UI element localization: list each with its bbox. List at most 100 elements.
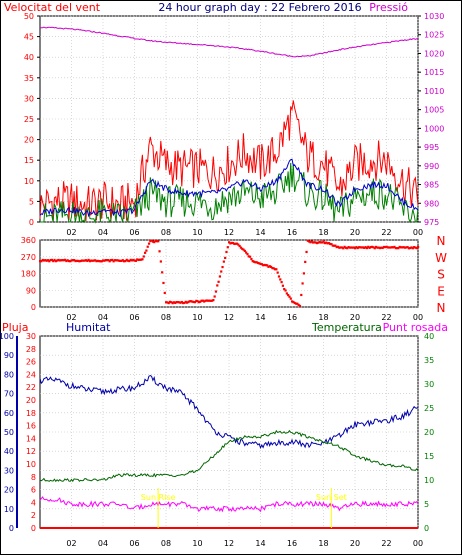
wind-direction-point: [285, 292, 288, 295]
wind-direction-point: [188, 300, 191, 303]
wind-direction-point: [330, 243, 333, 246]
wind-direction-point: [279, 278, 282, 281]
wind-direction-point: [319, 241, 323, 244]
pressure-axis-tick-label: 1015: [424, 68, 444, 77]
wind-direction-point: [411, 247, 414, 250]
wind-direction-point: [153, 241, 156, 244]
wind-direction-point: [325, 241, 328, 244]
wind-direction-point: [158, 250, 161, 253]
wind-direction-point: [154, 239, 157, 243]
wind-direction-point: [270, 265, 273, 269]
wind-direction-point: [357, 246, 361, 249]
direction-x-tick-label: 08: [161, 313, 171, 322]
wind-direction-point: [109, 259, 113, 262]
wind-direction-point: [182, 301, 185, 305]
bottom-x-tick-label: 18: [318, 539, 328, 548]
wind-direction-point: [251, 260, 254, 263]
wind-direction-point: [70, 259, 73, 262]
wind-direction-point: [147, 242, 151, 245]
wind-direction-point: [256, 261, 260, 265]
wind-direction-point: [112, 260, 115, 263]
wind-direction-point: [287, 293, 290, 297]
wind-direction-point: [95, 260, 98, 263]
wind-direction-point: [367, 245, 370, 248]
wind-direction-point: [41, 258, 44, 262]
wind-direction-point: [385, 245, 388, 248]
wind-direction-point: [360, 246, 363, 249]
wind-direction-point: [294, 302, 298, 305]
wind-direction-point: [284, 289, 287, 292]
wind-direction-point: [167, 301, 170, 305]
wind-direction-point: [103, 259, 106, 262]
wind-direction-point: [204, 299, 207, 302]
wind-direction-point: [329, 242, 332, 246]
wind-direction-point: [209, 299, 212, 302]
wind-direction-point: [100, 260, 103, 263]
wind-direction-point: [344, 246, 348, 249]
wind-direction-point: [375, 245, 378, 249]
wind-direction-point: [346, 247, 349, 250]
wind-direction-point: [50, 258, 54, 262]
wind-direction-point: [133, 259, 136, 262]
wind-direction-point: [368, 246, 371, 249]
wind-direction-point: [212, 299, 215, 302]
wind-direction-point: [216, 284, 219, 287]
wind-direction-point: [347, 246, 350, 249]
wind-x-tick-label: 22: [381, 228, 391, 237]
temperature-axis-tick-label: 5: [424, 500, 429, 509]
rain-axis-tick-label: 14: [26, 434, 36, 443]
pressure-axis-tick-label: 995: [424, 143, 439, 152]
wind-direction-point: [301, 282, 304, 285]
wind-direction-point: [399, 246, 403, 249]
wind-direction-point: [60, 259, 63, 262]
wind-direction-point: [224, 256, 227, 260]
wind-direction-point: [378, 246, 382, 250]
humidity-axis-tick-label: 30: [4, 466, 14, 475]
wind-direction-point: [409, 246, 412, 250]
wind-direction-point: [339, 246, 342, 249]
wind-direction-point: [252, 260, 256, 263]
wind-direction-point: [309, 241, 312, 244]
wind-direction-point: [213, 295, 216, 298]
direction-x-tick-label: 02: [66, 313, 76, 322]
bottom-x-tick-label: 04: [98, 539, 108, 548]
direction-axis-tick-label: 270: [21, 253, 36, 262]
wind-direction-point: [40, 260, 43, 263]
wind-direction-point: [377, 246, 380, 249]
wind-direction-point: [144, 251, 147, 254]
wind-direction-point: [166, 301, 169, 304]
wind-direction-point: [293, 301, 296, 305]
humidity-axis-tick-label: 100: [0, 332, 14, 341]
wind-direction-point: [196, 300, 199, 303]
wind-direction-point: [99, 260, 102, 263]
wind-direction-point: [115, 259, 118, 262]
wind-direction-point: [373, 247, 376, 250]
temperature-axis-tick-label: 35: [424, 356, 434, 365]
direction-axis-tick-label: 90: [26, 286, 36, 295]
wind-direction-point: [415, 247, 418, 250]
wind-direction-point: [151, 240, 155, 243]
wind-direction-point: [226, 246, 229, 249]
bottom-x-tick-label: 22: [381, 539, 391, 548]
wind-direction-point: [277, 275, 281, 278]
wind-direction-point: [393, 245, 396, 249]
wind-direction-point: [65, 259, 68, 263]
wind-direction-point: [304, 260, 307, 264]
wind-direction-point: [94, 259, 97, 262]
wind-x-tick-label: 08: [161, 228, 171, 237]
direction-x-tick-label: 16: [287, 313, 297, 322]
wind-direction-point: [308, 240, 311, 243]
wind-direction-point: [343, 245, 346, 248]
rain-axis-tick-label: 16: [26, 422, 36, 431]
wind-direction-point: [313, 241, 316, 244]
wind-direction-point: [397, 247, 400, 250]
wind-direction-point: [145, 249, 148, 252]
direction-x-tick-label: 18: [318, 313, 328, 322]
direction-x-tick-label: 22: [381, 313, 391, 322]
wind-direction-point: [63, 258, 67, 261]
direction-axis-tick-label: 0: [31, 303, 36, 312]
wind-direction-point: [292, 300, 295, 304]
rain-axis-tick-label: 0: [31, 524, 36, 533]
wind-axis-tick-label: 50: [24, 12, 34, 21]
wind-direction-point: [79, 259, 82, 263]
